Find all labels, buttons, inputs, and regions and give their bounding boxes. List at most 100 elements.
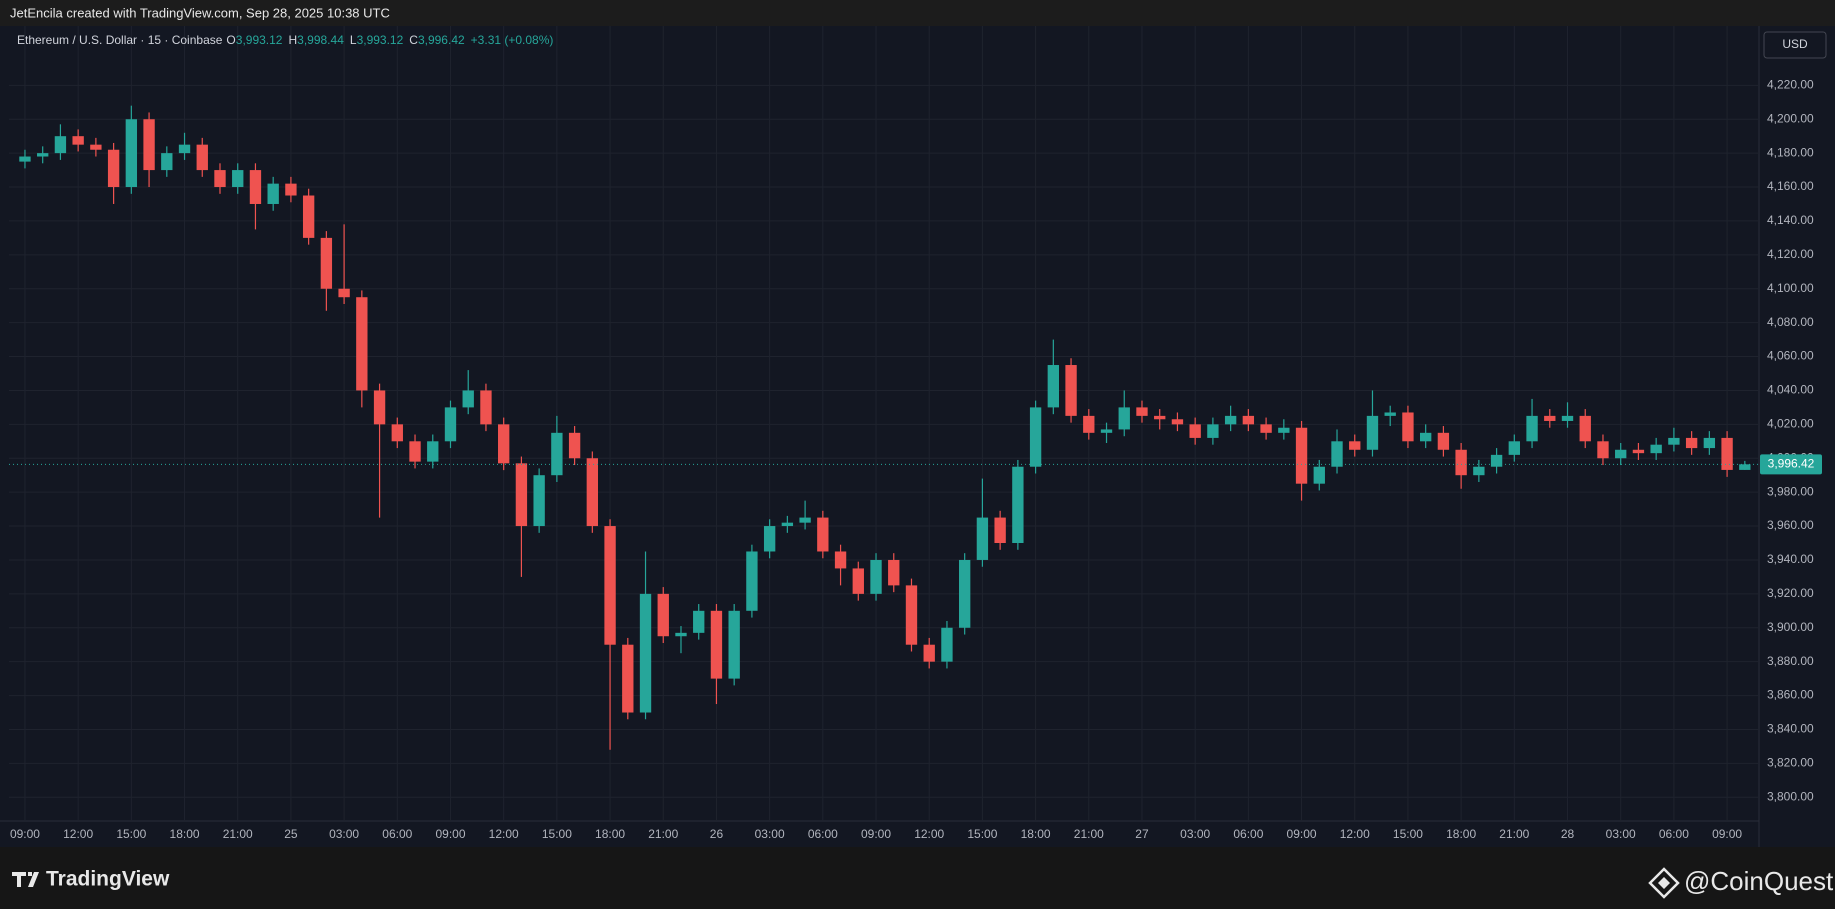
candle-body [1455, 449, 1467, 476]
x-tick-label: 21:00 [1074, 827, 1104, 841]
candle-body [994, 517, 1006, 544]
candle-body [1437, 432, 1450, 450]
candle-body [870, 559, 882, 594]
candle-body [1597, 441, 1609, 459]
x-tick-label: 21:00 [648, 827, 678, 841]
y-tick-label: 3,800.00 [1767, 789, 1814, 803]
last-price-tag [1760, 454, 1822, 475]
candle-body [905, 585, 918, 645]
x-tick-label: 12:00 [63, 827, 93, 841]
candle-body [1561, 415, 1574, 421]
y-tick-label: 4,040.00 [1767, 383, 1814, 397]
x-tick-label: 15:00 [967, 827, 997, 841]
candle-body [1029, 407, 1042, 467]
candle-body [1047, 365, 1059, 408]
x-tick-label: 12:00 [489, 827, 519, 841]
ohlc-value: 3,993.12 [236, 33, 283, 47]
ohlc-value: 3,998.44 [297, 33, 344, 47]
x-tick-label: 21:00 [223, 827, 253, 841]
last-price-label: 3,996.42 [1768, 456, 1815, 470]
currency-label: USD [1782, 37, 1808, 51]
candle-body [551, 432, 563, 476]
candle-body [72, 136, 84, 145]
candle-body [710, 610, 723, 679]
candle-body [19, 156, 31, 162]
x-tick-label: 28 [1561, 827, 1575, 841]
y-tick-label: 3,840.00 [1767, 722, 1814, 736]
x-tick-label: 12:00 [914, 827, 944, 841]
candle-body [1490, 454, 1503, 467]
candle-body [1473, 466, 1485, 476]
candle-body [125, 119, 138, 188]
candle-body [568, 432, 581, 459]
candle-body [1703, 437, 1716, 449]
candle-body [746, 551, 758, 611]
x-tick-label: 26 [710, 827, 724, 841]
y-tick-label: 3,940.00 [1767, 552, 1814, 566]
y-tick-label: 3,820.00 [1767, 756, 1814, 770]
top-bar [0, 0, 1835, 26]
candle-body [391, 424, 403, 442]
change: +3.31 (+0.08%) [471, 33, 554, 47]
ohlc-value: 3,993.12 [357, 33, 404, 47]
candle-body [1136, 407, 1148, 416]
candle-body [1721, 437, 1733, 470]
candle-body [852, 568, 864, 594]
x-tick-label: 03:00 [1606, 827, 1636, 841]
x-tick-label: 21:00 [1499, 827, 1529, 841]
x-tick-label: 06:00 [382, 827, 412, 841]
candle-body [1402, 412, 1414, 442]
candle-body [604, 526, 616, 645]
candle-body [1739, 464, 1751, 470]
candle-body [817, 517, 829, 552]
y-tick-label: 4,080.00 [1767, 315, 1814, 329]
candle-body [320, 237, 333, 289]
candle-body [1224, 415, 1237, 425]
candle-body [941, 627, 953, 662]
candle-body [1313, 466, 1325, 484]
candle-body [1650, 444, 1662, 454]
candle-body [107, 149, 120, 188]
y-tick-label: 3,980.00 [1767, 484, 1814, 498]
candle-body [693, 610, 705, 633]
candle-body [1579, 415, 1591, 442]
x-tick-label: 09:00 [1712, 827, 1742, 841]
x-tick-label: 18:00 [1446, 827, 1476, 841]
candle-body [976, 517, 989, 560]
x-tick-label: 09:00 [1287, 827, 1317, 841]
attribution: JetEncila created with TradingView.com, … [10, 5, 390, 20]
candle-body [1207, 424, 1219, 438]
y-tick-label: 3,880.00 [1767, 654, 1814, 668]
candle-body [1242, 415, 1255, 425]
candle-body [498, 424, 510, 464]
candle-body [356, 297, 368, 391]
x-tick-label: 09:00 [861, 827, 891, 841]
candle-body [90, 144, 102, 150]
x-tick-label: 25 [284, 827, 298, 841]
y-tick-label: 3,960.00 [1767, 518, 1814, 532]
candle-body [888, 559, 900, 586]
candle-body [249, 170, 262, 204]
y-tick-label: 4,180.00 [1767, 145, 1814, 159]
ohlc-label: H [288, 33, 297, 47]
currency-button[interactable] [1763, 31, 1827, 59]
candle-body [302, 195, 315, 238]
chart-title: Ethereum / U.S. Dollar · 15 · Coinbase [17, 33, 223, 47]
candle-body [37, 153, 49, 157]
candle-body [586, 458, 599, 527]
ohlc-label: C [409, 33, 418, 47]
candle-body [1065, 365, 1077, 416]
ohlc-label: L [350, 33, 357, 47]
candle-body [1154, 415, 1166, 420]
candle-body [1171, 419, 1184, 425]
candle-body [373, 390, 386, 425]
candle-body [1366, 415, 1379, 450]
candle-body [1295, 427, 1308, 484]
chart-legend: Ethereum / U.S. Dollar · 15 · Coinbase O3… [17, 33, 553, 47]
y-tick-label: 4,160.00 [1767, 179, 1814, 193]
x-tick-label: 18:00 [170, 827, 200, 841]
candle-body [763, 526, 776, 552]
y-tick-label: 3,920.00 [1767, 586, 1814, 600]
